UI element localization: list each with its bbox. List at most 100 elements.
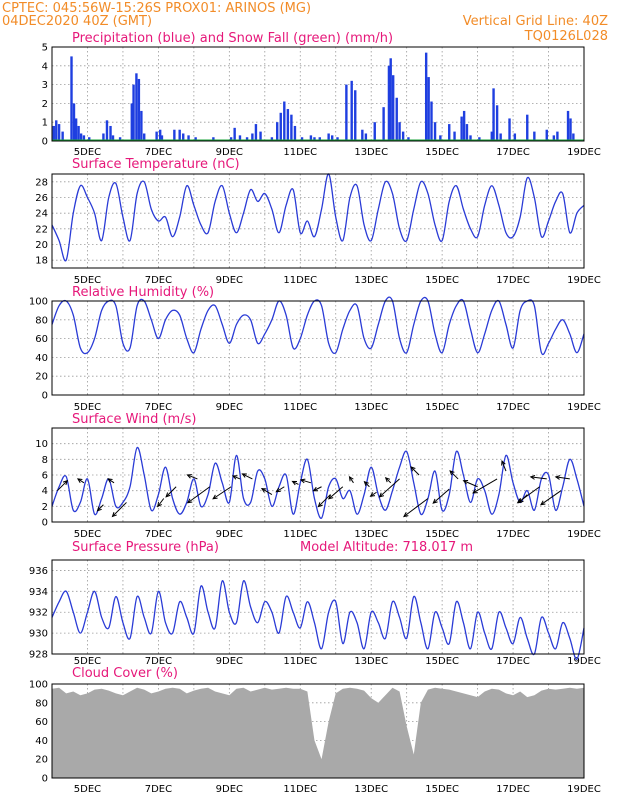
wind-arrow-shaft bbox=[379, 478, 400, 498]
x-tick-label: 15DEC bbox=[425, 147, 459, 158]
wind-arrow bbox=[529, 475, 547, 480]
wind-arrow-head bbox=[327, 494, 334, 500]
precip-bar bbox=[109, 125, 112, 141]
precip-bar bbox=[178, 129, 181, 141]
wind-arrow bbox=[317, 494, 331, 508]
wind-arrow bbox=[410, 466, 420, 476]
x-tick-label: 5DEC bbox=[74, 147, 101, 158]
x-tick-label: 13DEC bbox=[354, 529, 388, 540]
y-tick-label: 22 bbox=[35, 224, 48, 235]
wind-arrow bbox=[260, 487, 273, 496]
x-tick-label: 11DEC bbox=[283, 402, 317, 413]
precip-bar bbox=[173, 129, 176, 141]
wind-arrow-shaft bbox=[432, 488, 450, 504]
wind-arrow-shaft bbox=[157, 498, 165, 507]
precip-bar bbox=[401, 131, 405, 141]
x-tick-label: 7DEC bbox=[145, 784, 172, 795]
precip-bar bbox=[552, 135, 556, 141]
wind-arrow bbox=[432, 488, 450, 504]
wind-arrow-shaft bbox=[449, 470, 459, 480]
precip-bar bbox=[492, 88, 495, 141]
wind-arrow-shaft bbox=[530, 476, 547, 480]
panel-0: 0 1 2 3 4 5 5DEC 7DEC 9DEC 11DEC 13DEC 15DEC 17DEC 19… bbox=[42, 31, 601, 158]
precip-bar bbox=[387, 65, 391, 141]
wind-arrow-shaft bbox=[242, 473, 253, 480]
wind-arrow-head bbox=[212, 494, 218, 500]
wind-arrow-shaft bbox=[364, 481, 370, 488]
x-tick-label: 17DEC bbox=[496, 656, 530, 667]
x-tick-label: 7DEC bbox=[145, 529, 172, 540]
precip-bar bbox=[300, 137, 304, 141]
wind-arrow bbox=[212, 486, 232, 500]
precip-bar bbox=[155, 131, 158, 141]
series-line bbox=[51, 580, 585, 660]
wind-arrow-shaft bbox=[56, 480, 68, 492]
x-tick-label: 15DEC bbox=[425, 275, 459, 286]
y-tick-label: 2 bbox=[42, 502, 48, 513]
precip-bar bbox=[566, 110, 570, 141]
precip-bar bbox=[118, 137, 122, 141]
y-tick-label: 60 bbox=[35, 717, 48, 728]
wind-arrow-shaft bbox=[212, 486, 232, 500]
wind-arrow-shaft bbox=[261, 488, 273, 496]
precip-bar bbox=[345, 84, 348, 141]
precip-bar bbox=[55, 120, 58, 141]
y-tick-label: 4 bbox=[42, 61, 48, 72]
panel-frame bbox=[51, 559, 585, 655]
panel-frame bbox=[51, 683, 585, 779]
precip-bar bbox=[499, 133, 502, 141]
precip-bar bbox=[513, 133, 517, 141]
wind-arrow bbox=[299, 478, 312, 484]
precip-bar bbox=[245, 137, 249, 141]
precip-bar bbox=[74, 118, 78, 141]
wind-arrow-head bbox=[472, 488, 478, 494]
precip-bar bbox=[229, 137, 233, 141]
wind-arrow bbox=[540, 490, 562, 506]
wind-arrow bbox=[449, 470, 459, 480]
panel-1: 18 20 22 24 26 28 5DEC 7DEC 9DEC 11DEC 13DEC 15DEC 1… bbox=[35, 157, 601, 286]
wind-arrow-head bbox=[449, 470, 455, 476]
panel-frame bbox=[51, 173, 585, 269]
y-tick-label: 932 bbox=[29, 608, 48, 619]
series-line bbox=[51, 296, 585, 356]
wind-arrow-shaft bbox=[463, 480, 478, 488]
y-tick-label: 0 bbox=[42, 137, 48, 148]
x-tick-label: 15DEC bbox=[425, 402, 459, 413]
x-tick-label: 9DEC bbox=[216, 147, 243, 158]
wind-arrow-shaft bbox=[313, 486, 322, 492]
wind-arrow bbox=[462, 480, 478, 488]
meteogram-panels: 0 1 2 3 4 5 5DEC 7DEC 9DEC 11DEC 13DEC 15DEC 17DEC 19… bbox=[29, 31, 601, 795]
x-tick-label: 13DEC bbox=[354, 147, 388, 158]
wind-arrow bbox=[157, 498, 165, 508]
wind-arrow bbox=[384, 477, 392, 484]
precip-bar bbox=[70, 56, 73, 141]
precip-bar bbox=[52, 125, 55, 141]
x-tick-label: 11DEC bbox=[283, 656, 317, 667]
wind-arrow-head bbox=[291, 480, 297, 486]
panel-title: Surface Temperature (nC) bbox=[72, 157, 240, 172]
wind-arrow-head bbox=[540, 500, 546, 506]
x-tick-label: 7DEC bbox=[145, 275, 172, 286]
x-tick-label: 17DEC bbox=[496, 147, 530, 158]
precip-bar bbox=[327, 133, 330, 141]
x-tick-label: 9DEC bbox=[216, 656, 243, 667]
header-model: TQ0126L028 bbox=[524, 29, 608, 44]
precip-bar bbox=[79, 133, 83, 141]
wind-arrow bbox=[378, 478, 400, 498]
x-tick-label: 11DEC bbox=[283, 529, 317, 540]
precip-bar bbox=[283, 101, 286, 141]
wind-arrow bbox=[369, 491, 377, 497]
wind-arrow-head bbox=[378, 492, 385, 498]
wind-arrow-head bbox=[516, 498, 523, 504]
precip-bar bbox=[309, 135, 313, 141]
wind-arrow-shaft bbox=[410, 466, 420, 476]
wind-arrow bbox=[111, 502, 127, 518]
wind-arrow-shaft bbox=[472, 478, 498, 494]
precip-bar bbox=[233, 127, 236, 141]
x-tick-label: 9DEC bbox=[216, 529, 243, 540]
wind-arrow bbox=[363, 480, 370, 488]
x-tick-label: 13DEC bbox=[354, 656, 388, 667]
y-tick-label: 8 bbox=[42, 455, 48, 466]
precip-bar bbox=[160, 135, 164, 141]
